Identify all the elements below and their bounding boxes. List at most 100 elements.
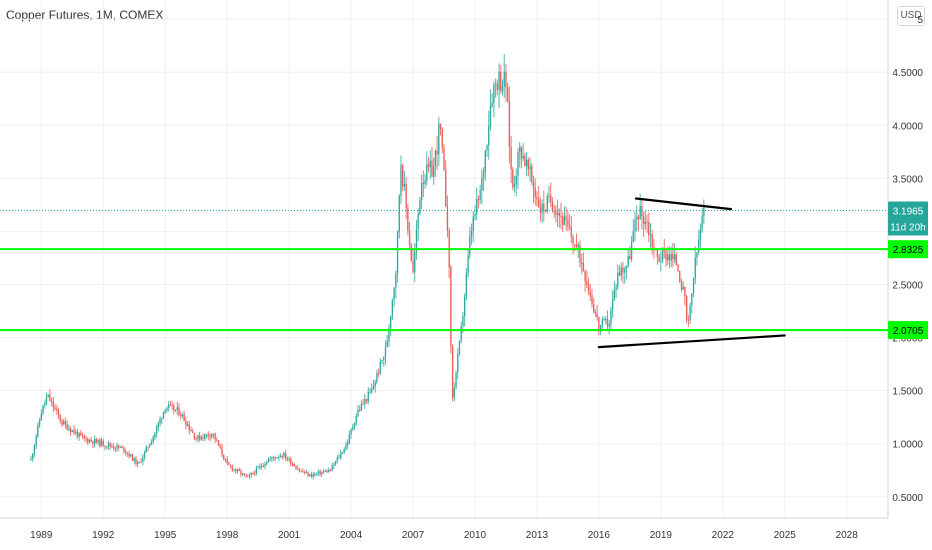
price-tick-label: 1.5000 [892,387,923,398]
candle-body [553,210,555,212]
candle-body [508,101,511,148]
candle-body [136,462,139,465]
candle-body [445,169,447,207]
candle-body [531,166,533,182]
candle-body [247,475,249,477]
candle-body [169,404,172,406]
candle-body [610,309,612,324]
candle-body [395,273,397,288]
candle-body [596,313,598,318]
candle-body [639,205,641,219]
candle-body [532,181,535,189]
candle-body [124,451,127,453]
candle-body [135,458,137,465]
candle-body [398,195,400,232]
candle-body [32,453,34,459]
candle-body [73,429,75,433]
candle-body [186,424,189,426]
candle-body [90,439,92,442]
candle-body [155,427,158,434]
candle-body [314,473,316,475]
candle-body [336,457,338,462]
candle-body [453,387,456,398]
candle-body [307,472,309,476]
candle-body [35,436,37,446]
candle-body [81,435,84,437]
candle-body [500,71,502,92]
candle-body [691,293,693,306]
candle-body [384,346,387,357]
candle-body [472,216,474,231]
time-tick-label: 1998 [216,530,239,541]
candle-body [646,221,648,223]
candle-body [245,474,247,476]
candle-body [550,195,552,203]
candle-body [667,254,669,260]
currency-button[interactable]: USD [897,6,925,26]
upper-trend-line[interactable] [634,197,733,211]
candle-body [589,291,591,296]
candle-body [57,410,60,416]
price-tick-label: 1.0000 [892,440,923,451]
candle-body [109,443,111,447]
candle-body [703,207,705,216]
candle-body [434,150,437,167]
candle-body [219,445,221,448]
candle-body [92,441,94,444]
candle-body [145,447,147,452]
candle-body [64,421,67,424]
candle-body [642,216,645,225]
candle-body [505,71,507,88]
candle-body [224,459,227,461]
candle-body [594,312,597,314]
candle-body [367,392,369,402]
candle-body [379,360,382,374]
candle-body [513,184,516,188]
candle-body [274,457,277,459]
time-tick-label: 2019 [650,530,673,541]
candle-body [408,230,411,245]
candle-body [202,437,204,439]
candle-body [672,253,674,260]
candle-body [687,319,690,321]
candle-body [479,190,481,200]
candle-body [326,470,328,473]
candle-body [333,464,335,466]
candle-body [606,318,609,327]
candle-body [161,418,163,420]
candle-body [376,373,378,383]
candle-body [515,176,517,185]
candle-body [665,250,667,260]
candle-body [171,405,173,407]
candle-body [293,464,295,467]
candle-body [451,346,454,398]
candle-body [87,438,89,443]
candle-body [389,315,392,329]
last-price-tag [888,201,928,236]
candle-body [140,461,142,463]
candle-body [226,459,228,463]
candle-body [568,225,571,229]
candle-body [541,203,543,213]
candle-body [677,265,679,271]
candle-body [486,145,488,151]
candle-body [525,159,528,167]
candle-body [429,160,431,168]
candle-body [106,446,108,448]
candle-body [501,86,504,92]
candle-body [190,429,192,432]
candle-body [524,155,526,167]
candle-body [309,474,311,476]
candle-body [357,409,359,417]
candle-body [59,415,61,421]
lower-trend-line[interactable] [597,334,786,349]
time-tick-label: 2004 [340,530,363,541]
candle-body [565,216,567,220]
candle-body [180,414,182,416]
candle-body [694,257,696,279]
candle-body [204,434,206,439]
candle-body [236,469,239,471]
candle-body [608,323,610,327]
candle-body [205,434,208,436]
